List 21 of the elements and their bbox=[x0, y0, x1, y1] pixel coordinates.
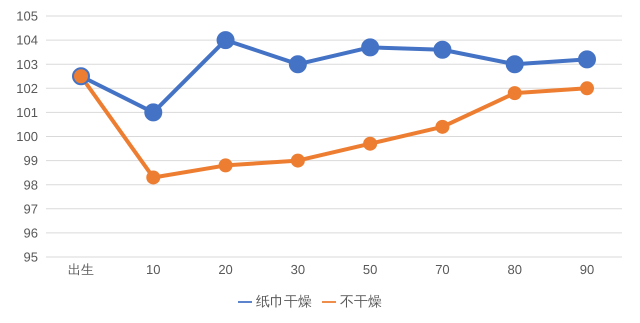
x-tick-label: 20 bbox=[218, 262, 233, 278]
x-tick-label: 70 bbox=[435, 262, 450, 278]
x-tick-label: 80 bbox=[507, 262, 522, 278]
y-tick-label: 95 bbox=[24, 250, 38, 265]
y-tick-label: 105 bbox=[16, 8, 38, 24]
x-tick-label: 10 bbox=[146, 262, 161, 278]
legend-label: 纸巾干燥 bbox=[256, 293, 312, 309]
y-tick-label: 96 bbox=[24, 226, 38, 241]
y-tick-label: 99 bbox=[24, 153, 38, 168]
x-tick-label: 出生 bbox=[68, 262, 94, 278]
y-tick-label: 97 bbox=[24, 201, 38, 216]
y-tick-label: 103 bbox=[16, 56, 38, 72]
legend-label: 不干燥 bbox=[340, 293, 382, 309]
y-tick-label: 102 bbox=[16, 80, 38, 96]
x-tick-label: 30 bbox=[290, 262, 306, 278]
y-tick-label: 104 bbox=[16, 32, 38, 48]
y-tick-label: 98 bbox=[24, 177, 38, 192]
x-tick-label: 50 bbox=[362, 262, 378, 278]
y-tick-label: 101 bbox=[16, 105, 38, 120]
y-tick-label: 100 bbox=[16, 129, 38, 144]
x-tick-label: 90 bbox=[580, 262, 594, 278]
